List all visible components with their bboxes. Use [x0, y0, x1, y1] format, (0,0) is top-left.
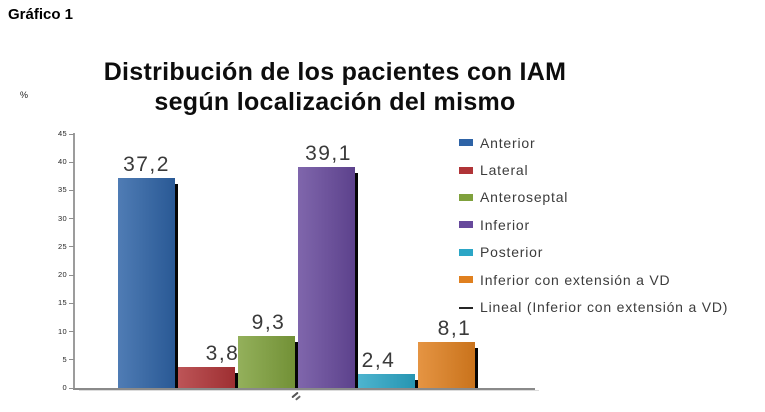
legend-color-swatch: [459, 248, 473, 256]
legend-item: Lineal (Inferior con extensión a VD): [459, 293, 765, 320]
legend-label: Posterior: [480, 244, 544, 261]
chart-title-line-2: según localización del mismo: [154, 88, 516, 116]
legend-item: Inferior con extensión a VD: [459, 266, 765, 293]
bar-drop-shadow: [355, 173, 358, 388]
y-axis-tick-label: 40: [58, 157, 67, 167]
y-axis-tick-label: 25: [58, 241, 67, 251]
bar-drop-shadow: [175, 184, 178, 388]
bar-value-label: 2,4: [361, 349, 396, 372]
bar-drop-shadow: [295, 342, 298, 388]
y-axis-tick-mark: [69, 133, 74, 135]
bar-value-label: 3,8: [205, 342, 240, 365]
y-axis-unit-label: %: [20, 90, 29, 100]
legend: Anterior Lateral Anteroseptal Inferior Poste…: [459, 129, 765, 321]
y-axis-tick-mark: [69, 246, 74, 248]
figure-label: Gráfico 1: [8, 6, 74, 23]
y-axis-tick-mark: [69, 302, 74, 304]
y-axis-tick-mark: [69, 331, 74, 333]
x-axis-shadow: [79, 390, 539, 391]
y-axis-tick-label: 45: [58, 129, 67, 138]
legend-label: Anterior: [480, 134, 536, 151]
bar-anteroseptal: [238, 336, 295, 388]
y-axis-tick-mark: [69, 189, 74, 191]
y-axis-tick-mark: [69, 218, 74, 220]
bar-drop-shadow: [415, 380, 418, 388]
bar-value-label: 37,2: [123, 153, 170, 176]
bar-inferior-con-extensi-n-a-vd: [418, 342, 475, 388]
y-axis-tick-label: 15: [58, 298, 67, 308]
chart-title: Distribución de los pacientes con IAM se…: [45, 57, 625, 117]
y-axis-tick-label: 30: [58, 213, 67, 223]
y-axis-line: [73, 133, 75, 390]
bar-value-label: 8,1: [437, 317, 472, 340]
legend-label: Inferior: [480, 216, 530, 233]
bar-inferior: [298, 167, 355, 388]
legend-item: Lateral: [459, 156, 765, 183]
legend-color-swatch: [459, 221, 473, 229]
y-axis-tick-label: 20: [58, 270, 67, 280]
y-axis-tick-label: 35: [58, 185, 67, 195]
legend-item: Posterior: [459, 239, 765, 266]
y-axis-tick-mark: [69, 359, 74, 361]
bar-value-label: 39,1: [305, 142, 352, 165]
bar-value-label: 9,3: [251, 311, 286, 334]
bar-lateral: [178, 367, 235, 388]
y-axis-tick-label: 0: [62, 383, 67, 392]
chart-title-line-1: Distribución de los pacientes con IAM: [103, 58, 567, 86]
legend-item: Inferior: [459, 211, 765, 238]
legend-color-swatch: [459, 166, 473, 174]
legend-line-swatch: [459, 306, 473, 309]
bar-drop-shadow: [475, 348, 478, 388]
legend-item: Anteroseptal: [459, 184, 765, 211]
legend-label: Lateral: [480, 162, 529, 179]
legend-label: Inferior con extensión a VD: [480, 271, 671, 288]
y-axis-tick-mark: [69, 387, 74, 389]
bar-posterior: [358, 374, 415, 388]
legend-label: Anteroseptal: [480, 189, 569, 206]
bar-anterior: [118, 178, 175, 388]
y-axis-tick-mark: [69, 274, 74, 276]
y-axis-tick-label: 5: [62, 354, 67, 364]
y-axis-tick-mark: [69, 161, 74, 163]
legend-item: Anterior: [459, 129, 765, 156]
bar-drop-shadow: [235, 373, 238, 388]
legend-color-swatch: [459, 276, 473, 284]
x-axis-category-tick: [295, 395, 301, 401]
legend-color-swatch: [459, 139, 473, 147]
y-axis-tick-label: 10: [58, 326, 67, 336]
legend-color-swatch: [459, 193, 473, 201]
legend-label: Lineal (Inferior con extensión a VD): [480, 299, 729, 316]
x-axis-line: [73, 388, 535, 390]
